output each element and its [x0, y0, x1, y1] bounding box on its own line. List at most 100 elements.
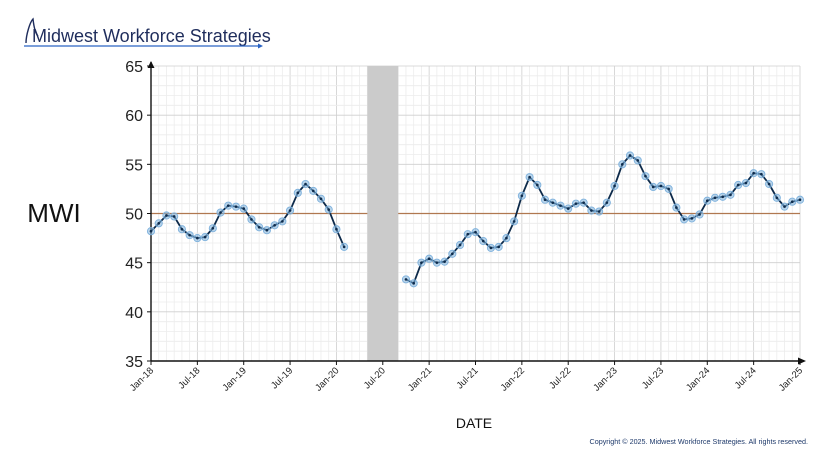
- y-tick-label: 50: [125, 207, 143, 224]
- x-tick-label: Jul-24: [733, 365, 759, 391]
- data-point-center: [644, 174, 647, 178]
- brand-name: Midwest Workforce Strategies: [32, 26, 271, 46]
- data-point-center: [458, 243, 462, 247]
- data-point-center: [497, 245, 500, 249]
- y-tick-label: 60: [125, 108, 143, 125]
- data-point-center: [582, 201, 585, 204]
- copyright-notice: Copyright © 2025. Midwest Workforce Stra…: [589, 437, 808, 446]
- data-point-center: [651, 185, 655, 189]
- data-point-center: [172, 215, 176, 218]
- x-tick-label: Jul-18: [176, 365, 202, 391]
- data-point-center: [690, 217, 694, 220]
- data-point-center: [319, 197, 323, 201]
- x-tick-label: Jan-24: [684, 365, 712, 393]
- data-point-center: [767, 182, 771, 186]
- data-point-center: [481, 239, 485, 243]
- data-point-center: [713, 196, 717, 200]
- data-point-center: [188, 233, 191, 237]
- data-point-center: [744, 181, 748, 185]
- x-axis-label: DATE: [456, 415, 492, 431]
- data-point-center: [157, 222, 161, 225]
- data-point-center: [512, 220, 516, 223]
- data-point-center: [667, 187, 670, 191]
- x-axis-arrow-icon: [798, 357, 806, 365]
- data-point-center: [466, 232, 470, 236]
- data-point-center: [281, 220, 284, 223]
- data-point-center: [559, 204, 562, 207]
- y-axis-arrow-icon: [147, 61, 155, 68]
- brand-logo: Midwest Workforce Strategies: [24, 17, 271, 49]
- data-point-center: [798, 198, 802, 202]
- data-point-center: [543, 198, 547, 202]
- data-point-center: [211, 226, 215, 230]
- data-point-center: [435, 261, 439, 264]
- data-point-center: [536, 183, 539, 187]
- data-point-center: [528, 175, 531, 179]
- data-point-center: [705, 199, 709, 203]
- data-point-center: [203, 235, 207, 239]
- data-point-center: [721, 195, 725, 199]
- data-point-center: [165, 214, 168, 217]
- data-point-center: [288, 209, 292, 212]
- data-point-center: [342, 245, 346, 249]
- data-point-center: [226, 204, 230, 207]
- data-point-center: [304, 182, 307, 186]
- y-tick-label: 40: [125, 305, 143, 322]
- data-point-center: [420, 261, 423, 264]
- data-point-center: [790, 200, 794, 203]
- x-tick-label: Jul-19: [269, 365, 295, 391]
- data-point-center: [404, 278, 408, 281]
- data-point-center: [412, 282, 415, 285]
- data-point-center: [551, 201, 555, 204]
- x-tick-label: Jul-21: [455, 365, 481, 391]
- data-point-center: [628, 154, 632, 157]
- data-point-center: [196, 236, 199, 240]
- brand-underline-arrow-icon: [258, 43, 263, 49]
- data-point-center: [574, 202, 578, 205]
- data-point-center: [451, 252, 454, 256]
- data-point-center: [489, 246, 493, 250]
- data-point-center: [520, 194, 524, 198]
- data-point-center: [311, 189, 315, 193]
- data-point-center: [265, 228, 269, 232]
- data-point-center: [590, 209, 593, 212]
- data-point-center: [752, 171, 755, 175]
- data-point-center: [729, 193, 732, 197]
- x-tick-label: Jul-23: [640, 365, 666, 391]
- data-point-center: [149, 229, 153, 233]
- data-point-center: [597, 210, 601, 213]
- data-point-center: [273, 224, 276, 227]
- series-markers: [146, 151, 805, 288]
- y-tick-label: 65: [125, 59, 143, 76]
- data-point-center: [783, 205, 786, 208]
- logo-flourish-icon: [25, 17, 39, 44]
- data-point-center: [257, 225, 261, 229]
- data-point-center: [180, 227, 184, 231]
- shaded-region: [367, 66, 399, 361]
- data-point-center: [675, 206, 678, 209]
- data-point-center: [736, 183, 740, 187]
- data-point-center: [775, 196, 779, 200]
- data-point-center: [698, 213, 701, 216]
- data-point-center: [605, 201, 609, 204]
- x-tick-label: Jan-23: [591, 365, 619, 393]
- x-tick-label: Jan-25: [777, 365, 805, 393]
- x-tick-labels: Jan-18 Jul-18 Jan-19 Jul-19 Jan-20 Jul-20 Jan-…: [128, 361, 805, 394]
- data-point-center: [242, 207, 246, 210]
- data-point-center: [327, 208, 331, 211]
- y-axis-label: MWI: [27, 198, 80, 228]
- x-tick-label: Jan-20: [313, 365, 341, 393]
- data-point-center: [760, 172, 763, 176]
- data-point-center: [296, 191, 300, 195]
- data-point-center: [427, 257, 431, 261]
- data-point-center: [234, 205, 238, 208]
- data-point-center: [219, 211, 222, 214]
- x-tick-label: Jan-22: [499, 365, 527, 393]
- shaded-gap-region: [367, 66, 399, 361]
- y-tick-labels: 35 40 45 50 55 60 65: [125, 59, 151, 371]
- data-point-center: [335, 227, 338, 231]
- x-tick-label: Jan-19: [221, 365, 249, 393]
- data-point-center: [636, 159, 640, 162]
- data-point-center: [613, 184, 616, 188]
